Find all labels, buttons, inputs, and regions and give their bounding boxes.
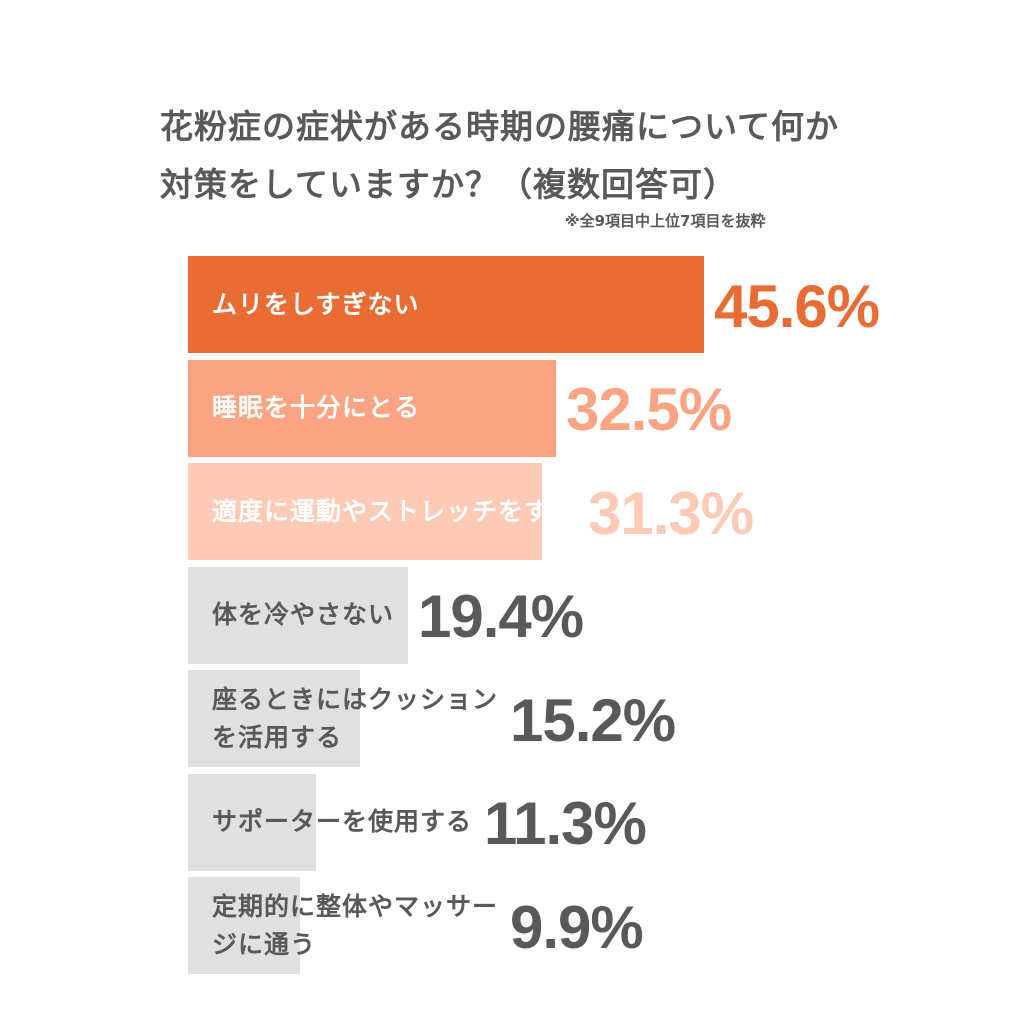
bar: [188, 877, 300, 974]
bar: [188, 566, 408, 664]
bar-value-label: 32.5%: [566, 376, 732, 443]
bar-value-label: 19.4%: [418, 583, 584, 650]
bar-label: 定期的に整体やマッサー ジに通う: [212, 891, 499, 959]
bar-value-label: 45.6%: [714, 272, 880, 340]
bar: [188, 359, 556, 457]
bar: [188, 670, 360, 767]
bar-value-label: 11.3%: [484, 790, 647, 857]
bar-label: 適度に運動やストレッチをする: [212, 496, 577, 526]
bar-value-label: 9.9%: [510, 893, 644, 961]
bar: [188, 463, 542, 560]
bar-label: ムリをしすぎない: [212, 289, 420, 319]
bar-value-label: 15.2%: [510, 686, 676, 754]
bar-value-label: 31.3%: [588, 479, 754, 547]
bar-label: 睡眠を十分にとる: [212, 393, 421, 422]
chart-note: ※全9項目中上位7項目を抜粋: [565, 212, 766, 230]
bar: [188, 773, 316, 871]
bar-label: 体を冷やさない: [212, 600, 395, 629]
chart-title: 花粉症の症状がある時期の腰痛について何か対策をしていますか？（複数回答可）: [160, 107, 840, 204]
bar-label: サポーターを使用する: [212, 807, 473, 836]
bar: [188, 256, 704, 353]
bar-label: 座るときにはクッション を活用する: [212, 684, 499, 752]
